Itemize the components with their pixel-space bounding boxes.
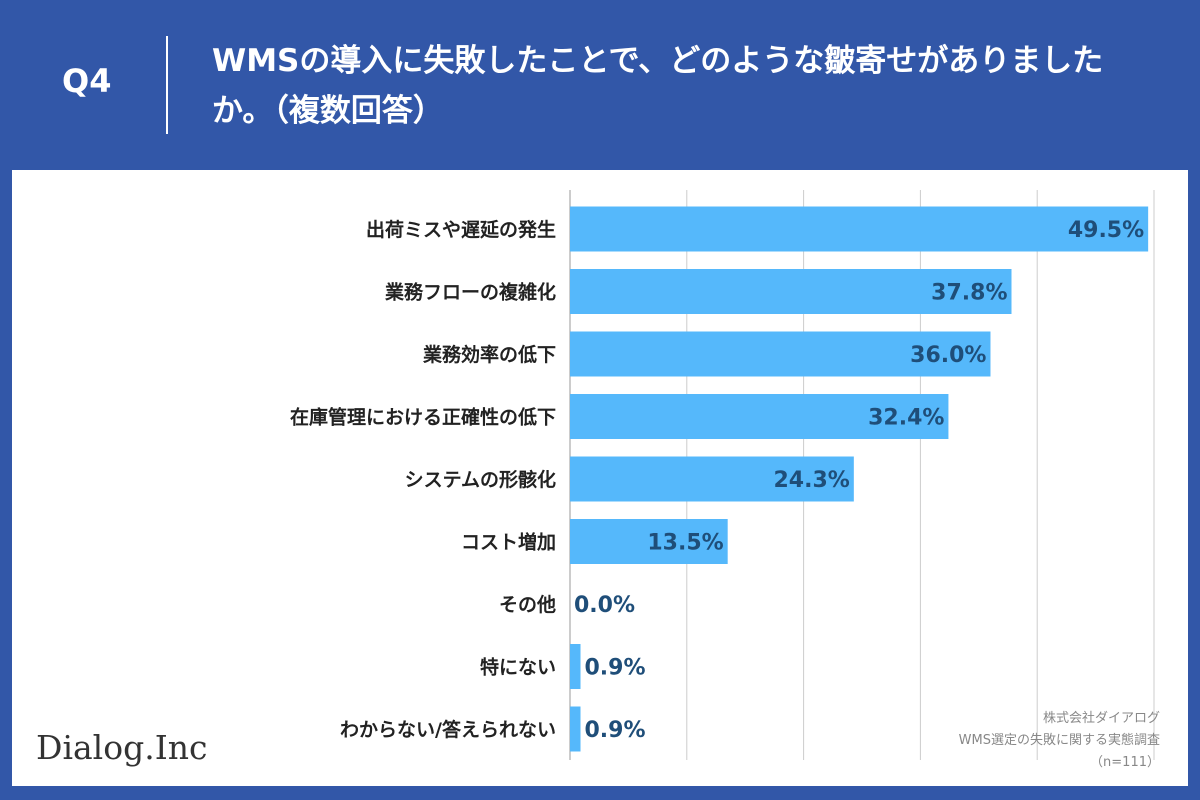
bar	[570, 456, 854, 502]
source-note: 株式会社ダイアログ WMS選定の失敗に関する実態調査 （n=111）	[959, 708, 1160, 774]
category-label: 特にない	[480, 657, 556, 679]
value-label: 24.3%	[773, 468, 849, 493]
value-label: 49.5%	[1068, 218, 1144, 243]
source-sample-size: （n=111）	[1090, 755, 1160, 770]
bar-chart: 出荷ミスや遅延の発生 49.5% 業務フローの複雑化 37.8% 業務効率の低下 36.0…	[290, 190, 1155, 760]
value-label: 37.8%	[931, 281, 1007, 306]
bar	[570, 269, 1012, 314]
header-divider	[166, 36, 168, 134]
question-number: Q4	[62, 62, 112, 100]
header: Q4 WMSの導入に失敗したことで、どのような皺寄せがありましたか。（複数回答）	[0, 0, 1200, 170]
value-label: 13.5%	[647, 531, 723, 556]
category-label: コスト増加	[461, 531, 556, 554]
question-title: WMSの導入に失敗したことで、どのような皺寄せがありましたか。（複数回答）	[212, 43, 1104, 129]
chart-panel: 出荷ミスや遅延の発生 49.5% 業務フローの複雑化 37.8% 業務効率の低下 36.0…	[12, 170, 1188, 786]
bar	[570, 206, 1149, 252]
category-label: わからない/答えられない	[340, 718, 556, 741]
bar	[570, 644, 581, 689]
value-label: 32.4%	[868, 406, 944, 431]
value-label: 0.9%	[585, 718, 646, 743]
category-label: 業務効率の低下	[422, 343, 556, 366]
category-label: システムの形骸化	[405, 468, 556, 491]
bar	[570, 706, 581, 752]
value-label: 0.9%	[585, 656, 646, 681]
category-label: 在庫管理における正確性の低下	[290, 406, 556, 429]
bar	[570, 519, 728, 564]
bar	[570, 331, 991, 377]
source-survey: WMS選定の失敗に関する実態調査	[958, 733, 1160, 748]
category-label: その他	[499, 593, 556, 616]
source-company: 株式会社ダイアログ	[1042, 711, 1160, 726]
category-label: 業務フローの複雑化	[384, 281, 556, 304]
value-label: 36.0%	[910, 343, 986, 368]
bar	[570, 394, 949, 439]
value-label: 0.0%	[574, 593, 635, 618]
company-logo: Dialog.Inc	[36, 728, 208, 767]
category-label: 出荷ミスや遅延の発生	[366, 218, 556, 241]
